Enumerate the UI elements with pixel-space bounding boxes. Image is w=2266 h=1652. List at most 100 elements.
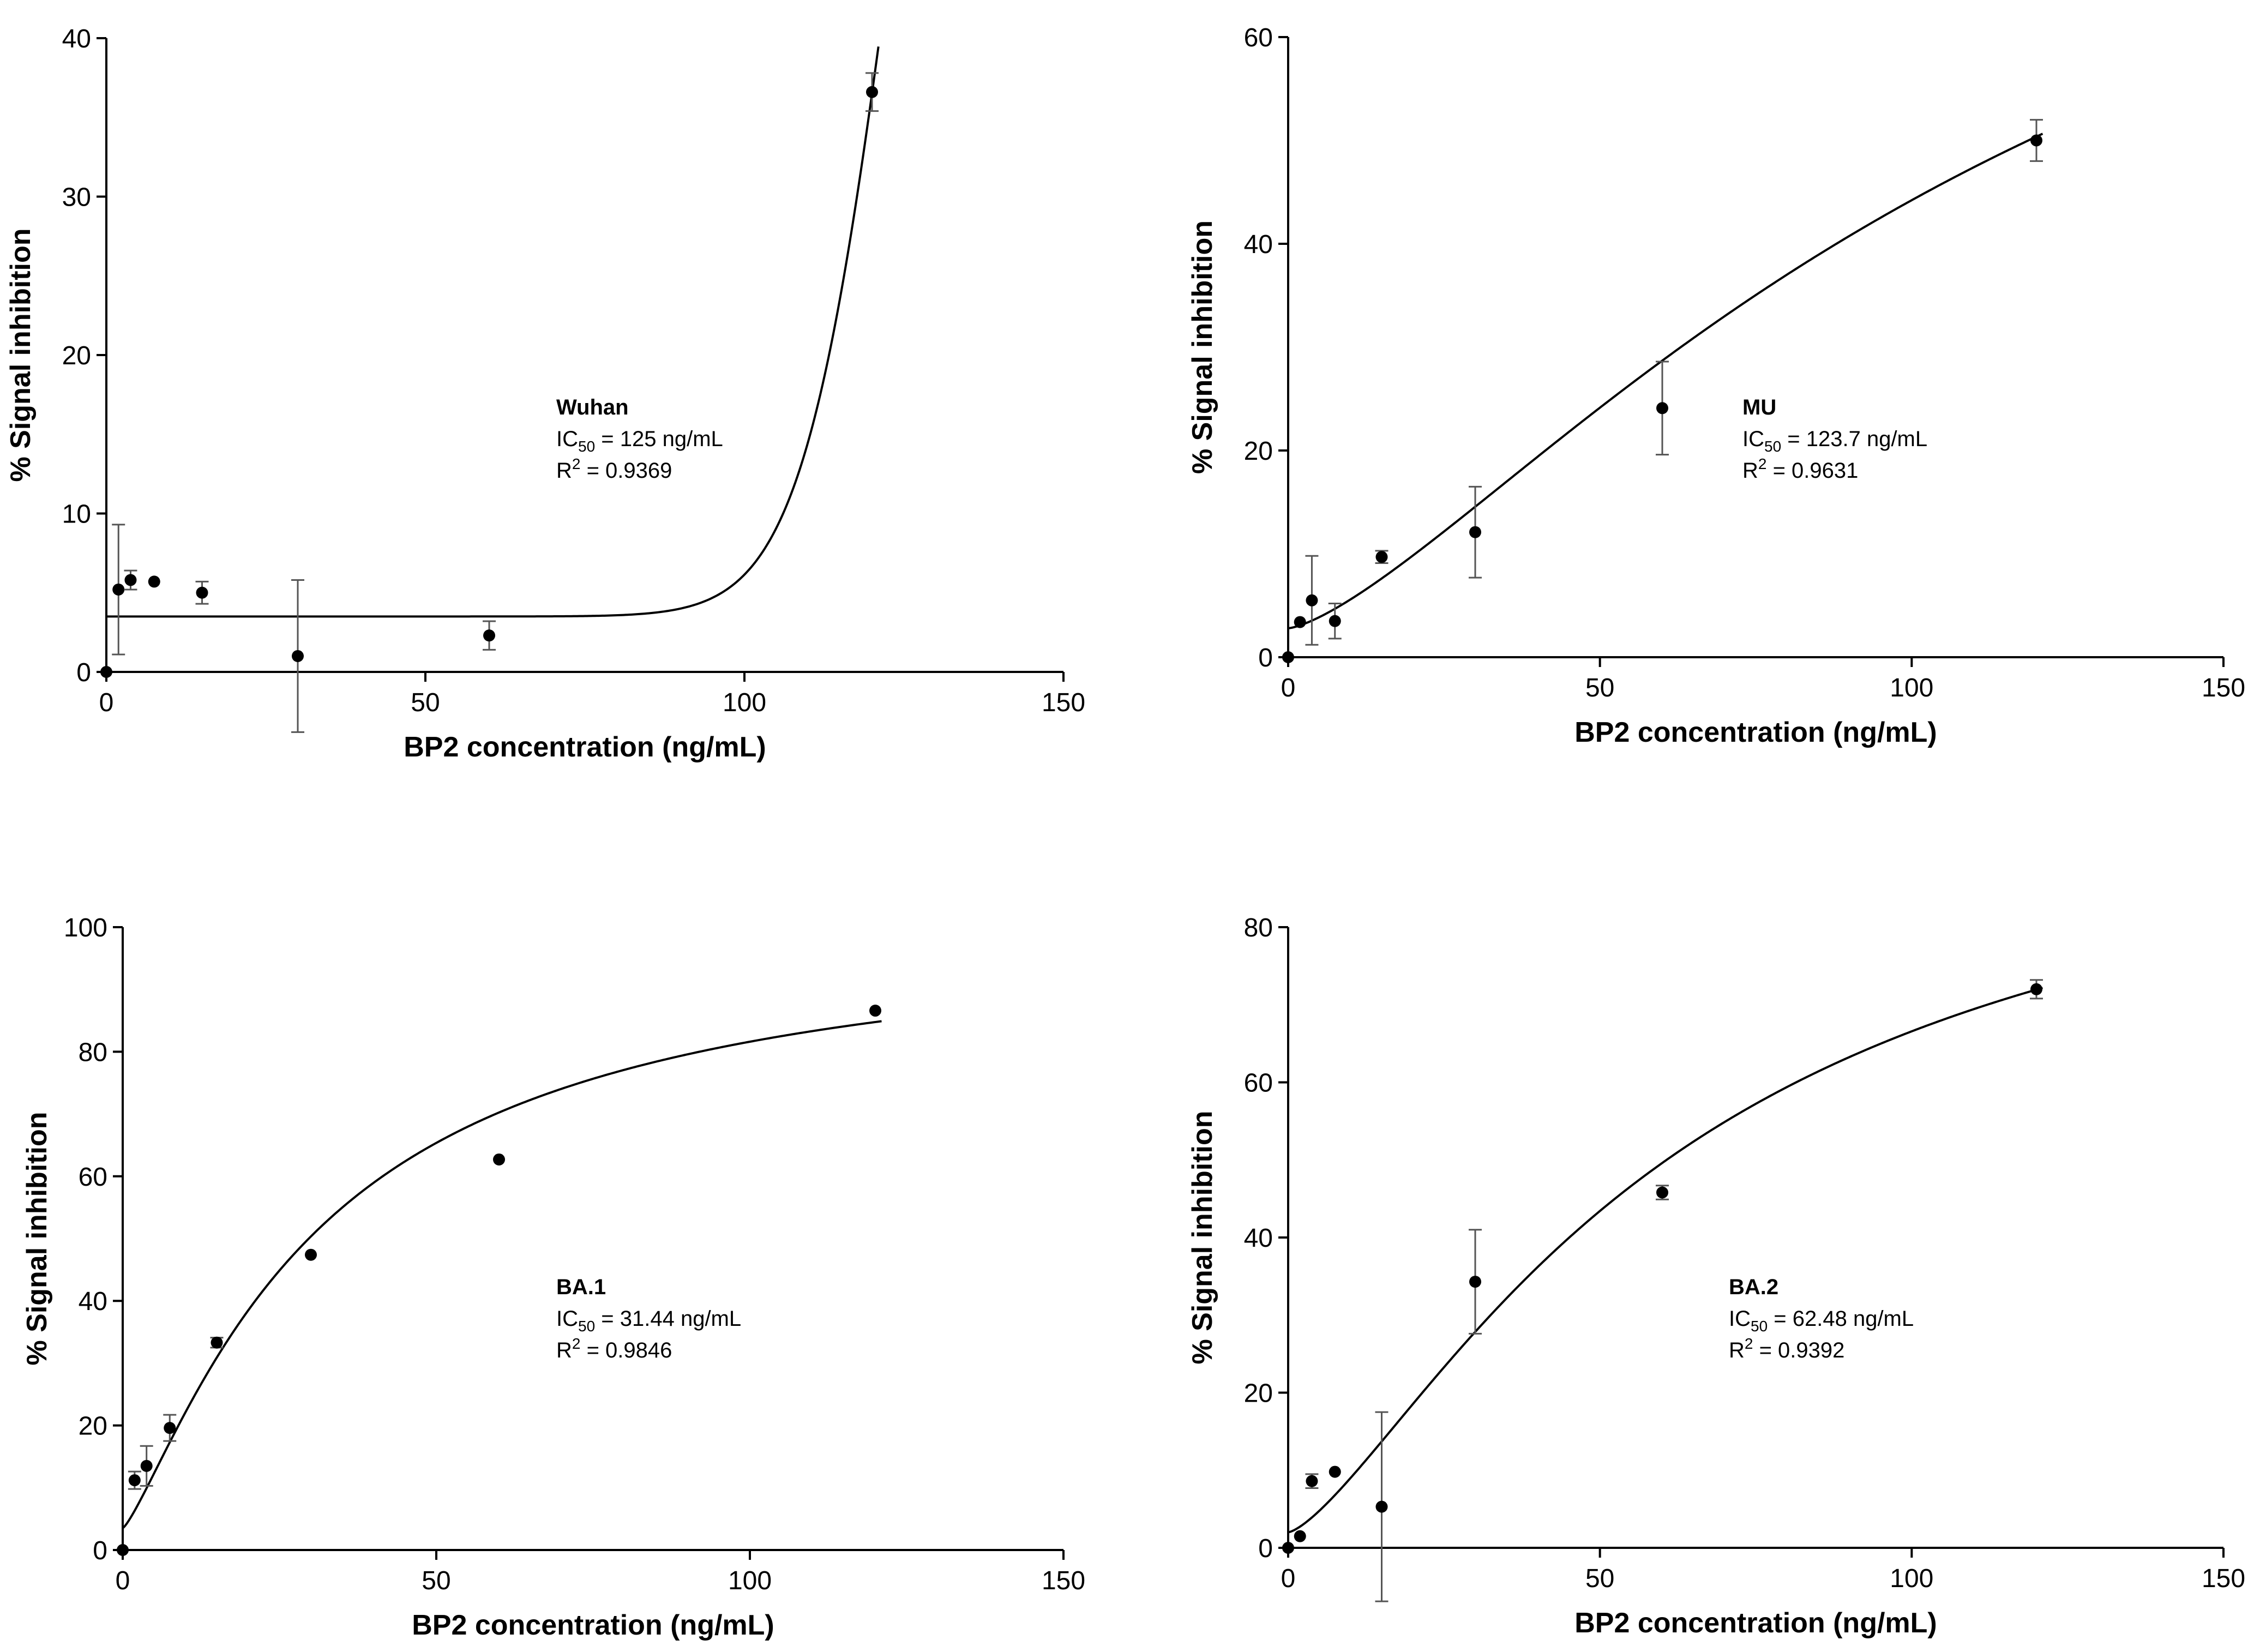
y-tick-label: 80: [1244, 914, 1273, 942]
data-point: [1375, 1500, 1388, 1513]
x-tick-label: 50: [411, 688, 440, 717]
data-point: [292, 650, 304, 662]
x-tick-label: 150: [2202, 674, 2245, 702]
x-axis-title: BP2 concentration (ng/mL): [1574, 717, 1937, 748]
y-tick-label: 20: [1244, 1379, 1273, 1408]
chart-svg-mu: 0 50 100 150 0 20 40 60 BP2 concentration (ng/mL…: [1187, 23, 2245, 748]
data-point: [196, 586, 208, 599]
x-axis-title: BP2 concentration (ng/mL): [1574, 1607, 1937, 1639]
x-axis-title: BP2 concentration (ng/mL): [404, 731, 766, 763]
ic50-value: = 31.44 ng/mL: [595, 1307, 741, 1331]
data-point: [1306, 1475, 1318, 1487]
data-point: [117, 1544, 129, 1556]
x-tick-label: 150: [1042, 688, 1085, 717]
y-tick-label: 30: [62, 183, 91, 212]
chart-svg-ba2: 0 50 100 150 0 20 40 60 80 BP2 concentration (ng/…: [1187, 914, 2245, 1639]
data-point: [1306, 594, 1318, 606]
r2-prefix: R: [556, 459, 572, 483]
r2-prefix: R: [1742, 459, 1758, 483]
data-point: [305, 1248, 317, 1261]
y-tick-label: 0: [1258, 1534, 1273, 1563]
chart-svg-wuhan: 0 50 100 150 0 10 20 30 40 BP2 concentration (ng/…: [5, 25, 1085, 763]
data-point: [1282, 651, 1294, 663]
y-tick-label: 0: [93, 1536, 107, 1565]
data-point: [112, 583, 125, 596]
annotation-r2: R2 = 0.9846: [556, 1335, 672, 1362]
data-point: [493, 1153, 505, 1166]
x-axis-title: BP2 concentration (ng/mL): [412, 1609, 774, 1641]
data-point: [1375, 551, 1388, 563]
y-tick-label: 100: [64, 914, 107, 942]
ic50-prefix: IC: [556, 1307, 578, 1331]
ic50-value: = 62.48 ng/mL: [1768, 1307, 1914, 1331]
x-tick-label: 0: [116, 1566, 130, 1595]
ic50-value: = 125 ng/mL: [595, 427, 723, 451]
fit-curve: [1288, 987, 2043, 1534]
annotation-title: Wuhan: [556, 395, 629, 419]
annotation-title: BA.1: [556, 1275, 606, 1299]
y-tick-label: 40: [79, 1287, 107, 1316]
annotation-ic50: IC50 = 123.7 ng/mL: [1742, 427, 1927, 455]
y-tick-label: 20: [1244, 437, 1273, 466]
x-tick-label: 0: [1281, 1564, 1296, 1593]
ic50-prefix: IC: [556, 427, 578, 451]
x-tick-label: 100: [728, 1566, 772, 1595]
y-tick-label: 40: [1244, 1224, 1273, 1253]
ic50-subscript: 50: [578, 438, 595, 455]
fit-curve: [106, 46, 880, 618]
r2-value: = 0.9846: [580, 1338, 672, 1362]
data-point: [483, 629, 495, 642]
data-point: [1469, 1276, 1481, 1288]
data-point: [140, 1459, 153, 1472]
annotation-ic50: IC50 = 62.48 ng/mL: [1729, 1307, 1914, 1335]
data-point: [866, 86, 878, 98]
annotation-r2: R2 = 0.9392: [1729, 1335, 1844, 1362]
r2-prefix: R: [556, 1338, 572, 1362]
y-tick-label: 40: [62, 25, 91, 53]
data-point: [128, 1474, 141, 1487]
annotation-ic50: IC50 = 31.44 ng/mL: [556, 1307, 741, 1335]
fit-curve: [122, 1020, 882, 1529]
data-point: [164, 1422, 176, 1434]
data-point: [2030, 134, 2042, 147]
data-point: [1656, 402, 1668, 414]
chart-panel-ba1: 0 50 100 150 0 20 40 60 80 100 BP2 concentration (…: [0, 826, 1133, 1651]
data-point: [1656, 1186, 1668, 1199]
data-point: [1329, 1465, 1341, 1478]
y-tick-label: 60: [1244, 1069, 1273, 1098]
y-tick-label: 20: [62, 341, 91, 370]
r2-value: = 0.9369: [580, 459, 672, 483]
y-tick-label: 20: [79, 1412, 107, 1441]
annotation-ic50: IC50 = 125 ng/mL: [556, 427, 723, 455]
chart-panel-wuhan: 0 50 100 150 0 10 20 30 40 BP2 concentration (ng/…: [0, 0, 1133, 826]
data-point: [869, 1005, 881, 1017]
data-point: [148, 575, 160, 588]
annotation-title: BA.2: [1729, 1275, 1778, 1299]
data-point: [1294, 616, 1306, 628]
x-tick-label: 100: [1890, 1564, 1933, 1593]
x-tick-label: 150: [2202, 1564, 2245, 1593]
x-tick-label: 0: [1281, 674, 1296, 702]
y-axis-title: % Signal inhibition: [21, 1112, 53, 1365]
x-tick-label: 50: [422, 1566, 450, 1595]
data-point: [124, 574, 137, 586]
ic50-subscript: 50: [1764, 438, 1781, 455]
fit-curve: [1288, 133, 2043, 629]
data-point: [1282, 1542, 1294, 1554]
ic50-subscript: 50: [1751, 1318, 1768, 1335]
y-axis-title: % Signal inhibition: [5, 228, 37, 482]
ic50-subscript: 50: [578, 1318, 595, 1335]
ic50-value: = 123.7 ng/mL: [1781, 427, 1927, 451]
data-point: [1469, 526, 1481, 538]
y-tick-label: 60: [1244, 23, 1273, 52]
y-axis-title: % Signal inhibition: [1187, 220, 1218, 474]
y-tick-label: 60: [79, 1163, 107, 1192]
y-tick-label: 80: [79, 1038, 107, 1067]
y-tick-label: 0: [76, 658, 91, 687]
chart-panel-mu: 0 50 100 150 0 20 40 60 BP2 concentration (ng/mL…: [1133, 0, 2265, 826]
r2-prefix: R: [1729, 1338, 1745, 1362]
y-tick-label: 0: [1258, 644, 1273, 672]
chart-panel-ba2: 0 50 100 150 0 20 40 60 80 BP2 concentration (ng/…: [1133, 826, 2265, 1651]
x-tick-label: 100: [1890, 674, 1933, 702]
data-point: [1329, 615, 1341, 627]
